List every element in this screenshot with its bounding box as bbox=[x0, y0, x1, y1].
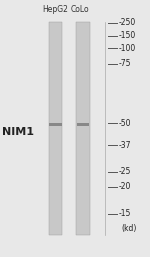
Text: -25: -25 bbox=[118, 167, 131, 176]
FancyBboxPatch shape bbox=[76, 22, 90, 235]
FancyBboxPatch shape bbox=[49, 123, 62, 126]
FancyBboxPatch shape bbox=[77, 123, 89, 126]
Text: -15: -15 bbox=[118, 209, 131, 218]
Text: -50: -50 bbox=[118, 119, 131, 128]
Text: (kd): (kd) bbox=[121, 224, 137, 233]
Text: -20: -20 bbox=[118, 182, 131, 191]
FancyBboxPatch shape bbox=[49, 22, 62, 235]
Text: CoLo: CoLo bbox=[71, 5, 89, 14]
Text: HepG2: HepG2 bbox=[42, 5, 68, 14]
Text: NIM1: NIM1 bbox=[2, 127, 34, 137]
Text: -100: -100 bbox=[118, 44, 136, 53]
Text: -37: -37 bbox=[118, 141, 131, 150]
Text: -250: -250 bbox=[118, 19, 136, 27]
Text: -150: -150 bbox=[118, 31, 136, 40]
Text: -75: -75 bbox=[118, 59, 131, 68]
